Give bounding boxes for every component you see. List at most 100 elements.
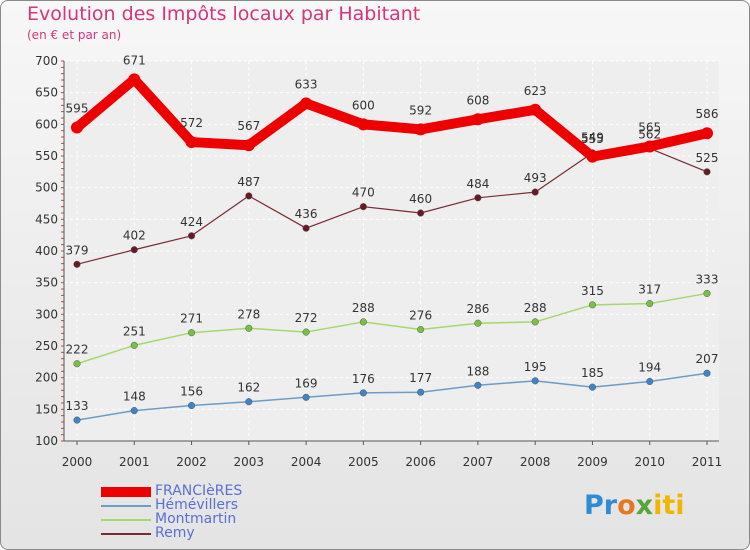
- data-label-francires: 549: [581, 131, 604, 145]
- data-label-remy: 493: [524, 171, 547, 185]
- y-tick-label: 700: [35, 54, 58, 68]
- data-point-hmvillers: [187, 401, 196, 410]
- data-label-hmvillers: 156: [180, 385, 203, 399]
- data-label-hmvillers: 176: [352, 372, 375, 386]
- data-label-montmartin: 286: [466, 302, 489, 316]
- y-tick-label: 300: [35, 307, 58, 321]
- data-point-montmartin: [359, 318, 367, 326]
- data-point-remy: [73, 260, 81, 268]
- data-label-hmvillers: 185: [581, 366, 604, 380]
- data-label-remy: 487: [237, 175, 260, 189]
- data-point-montmartin: [646, 300, 654, 308]
- logo-part-3: x: [635, 490, 654, 521]
- y-tick-label: 250: [35, 339, 58, 353]
- data-label-francires: 567: [237, 119, 260, 133]
- x-tick-label: 2000: [62, 455, 93, 469]
- y-tick-label: 150: [35, 402, 58, 416]
- x-tick-label: 2010: [634, 455, 665, 469]
- data-point-hmvillers: [531, 377, 539, 385]
- logo-part-1: Pr: [584, 490, 618, 521]
- legend-label-hemevillers: Hémévillers: [155, 497, 239, 513]
- x-tick-label: 2006: [405, 455, 436, 469]
- data-point-hmvillers: [359, 389, 367, 397]
- y-tick-label: 550: [35, 149, 58, 163]
- data-label-remy: 525: [696, 151, 719, 165]
- data-point-hmvillers: [646, 377, 654, 386]
- data-label-remy: 460: [409, 192, 432, 206]
- legend-label-montmartin: Montmartin: [155, 511, 237, 527]
- data-label-hmvillers: 188: [466, 364, 489, 378]
- data-label-francires: 633: [295, 77, 318, 91]
- series-line-montmartin: [76, 292, 708, 365]
- y-tick-label: 200: [35, 371, 58, 385]
- data-point-francires: [586, 150, 599, 163]
- data-point-montmartin: [302, 328, 310, 336]
- data-point-francires: [185, 136, 198, 149]
- data-point-francires: [529, 103, 542, 116]
- data-label-montmartin: 278: [237, 307, 260, 321]
- data-point-remy: [531, 188, 539, 196]
- data-point-remy: [187, 232, 196, 240]
- data-point-francires: [701, 127, 713, 140]
- data-point-remy: [302, 224, 310, 232]
- data-point-francires: [128, 73, 141, 86]
- data-label-montmartin: 288: [352, 301, 375, 315]
- data-label-hmvillers: 177: [409, 371, 432, 385]
- x-tick-label: 2001: [119, 455, 150, 469]
- data-point-hmvillers: [474, 381, 482, 389]
- y-tick-label: 350: [35, 276, 58, 290]
- data-point-montmartin: [130, 341, 138, 349]
- data-point-remy: [417, 209, 425, 217]
- legend-swatch-francieres: [101, 487, 151, 497]
- x-tick-label: 2005: [348, 455, 379, 469]
- logo-part-4: iti: [653, 490, 685, 521]
- data-point-montmartin: [245, 324, 253, 332]
- y-tick-label: 500: [35, 181, 58, 195]
- y-tick-label: 400: [35, 244, 58, 258]
- data-point-montmartin: [531, 318, 539, 326]
- data-point-francires: [414, 123, 427, 136]
- data-label-francires: 623: [524, 84, 547, 98]
- data-label-montmartin: 288: [524, 301, 547, 315]
- data-label-hmvillers: 194: [638, 360, 661, 374]
- legend-swatch-hemevillers: [101, 505, 151, 507]
- data-label-montmartin: 222: [66, 343, 89, 357]
- data-label-remy: 379: [66, 243, 89, 257]
- logo-part-2: o: [617, 490, 636, 521]
- data-point-remy: [245, 192, 253, 200]
- data-label-remy: 484: [466, 177, 489, 191]
- data-label-montmartin: 317: [638, 283, 661, 297]
- x-tick-label: 2011: [692, 455, 723, 469]
- data-label-francires: 595: [66, 102, 89, 116]
- data-point-montmartin: [417, 325, 425, 334]
- legend-label-remy: Remy: [155, 525, 195, 541]
- data-point-francires: [300, 97, 313, 110]
- data-label-remy: 424: [180, 215, 203, 229]
- data-point-francires: [643, 140, 656, 153]
- legend-swatch-montmartin: [101, 519, 151, 521]
- data-point-hmvillers: [73, 416, 81, 424]
- data-label-montmartin: 315: [581, 284, 604, 298]
- data-label-montmartin: 251: [123, 324, 146, 338]
- data-label-francires: 572: [180, 116, 203, 130]
- x-tick-label: 2009: [577, 455, 608, 469]
- data-label-francires: 586: [696, 107, 719, 121]
- data-point-remy: [703, 168, 711, 176]
- data-label-montmartin: 333: [696, 272, 719, 286]
- y-tick-label: 650: [35, 86, 58, 100]
- data-label-hmvillers: 133: [66, 399, 89, 413]
- data-point-montmartin: [187, 329, 196, 337]
- data-point-hmvillers: [130, 407, 138, 415]
- data-point-francires: [242, 139, 255, 152]
- y-tick-label: 100: [35, 434, 58, 448]
- data-point-francires: [357, 118, 370, 131]
- series-line-francires: [72, 74, 712, 162]
- data-label-hmvillers: 169: [295, 376, 318, 390]
- data-label-remy: 402: [123, 229, 146, 243]
- data-label-hmvillers: 195: [524, 360, 547, 374]
- legend-label-francieres: FRANCIèRES: [155, 483, 243, 499]
- proxiti-logo: Proxiti: [584, 490, 685, 521]
- chart-title: Evolution des Impôts locaux par Habitant: [27, 3, 421, 25]
